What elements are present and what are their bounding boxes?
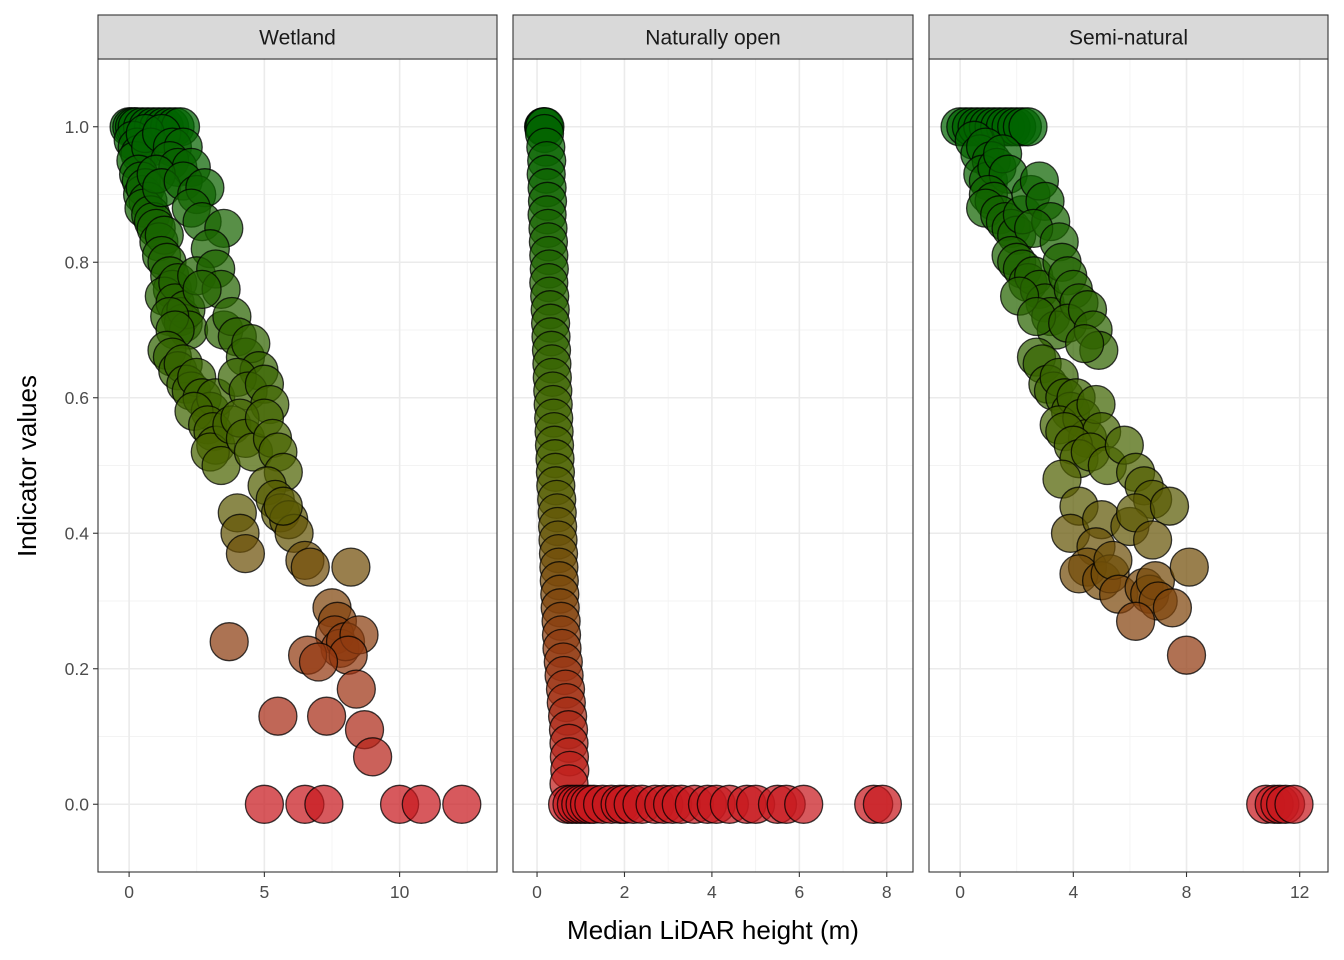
data-point — [1093, 540, 1133, 581]
data-point — [304, 784, 344, 824]
panel-naturally-open: Naturally open 0 2 4 6 8 — [512, 14, 914, 902]
data-point — [401, 784, 441, 824]
data-point — [1166, 635, 1207, 675]
data-point — [244, 784, 285, 824]
x-tick-label: 0 — [532, 882, 542, 902]
x-tick-label: 4 — [1068, 882, 1078, 902]
x-tick-label: 2 — [620, 882, 630, 902]
data-point — [336, 669, 376, 709]
data-point — [784, 784, 824, 824]
data-point — [1149, 486, 1190, 526]
y-tick-label: 0.4 — [65, 523, 90, 543]
x-axis-title: Median LiDAR height (m) — [567, 915, 859, 945]
y-tick-label: 0.2 — [65, 659, 89, 679]
facet-label: Wetland — [259, 27, 336, 50]
y-axis: 0.0 0.2 0.4 0.6 0.8 1.0 — [65, 117, 98, 814]
data-point — [1274, 784, 1314, 824]
x-tick-label: 8 — [882, 882, 892, 902]
data-point — [263, 486, 303, 526]
x-tick-label: 4 — [707, 882, 717, 902]
data-point — [182, 269, 222, 310]
x-tick-label: 0 — [124, 882, 134, 902]
data-point — [331, 547, 371, 587]
panel-semi-natural: Semi-natural 0 4 8 12 — [928, 14, 1329, 902]
points — [940, 107, 1314, 824]
data-point — [352, 737, 393, 777]
data-point — [298, 642, 339, 682]
facet-label: Naturally open — [645, 27, 780, 50]
data-point — [1132, 520, 1173, 560]
data-point — [442, 784, 482, 824]
y-tick-label: 0.8 — [65, 252, 89, 272]
x-tick-label: 0 — [955, 882, 965, 902]
data-point — [1169, 547, 1209, 587]
data-point — [1008, 107, 1048, 147]
data-point — [225, 533, 266, 574]
y-tick-label: 0.0 — [65, 794, 90, 814]
facet-strip — [928, 14, 1329, 60]
data-point — [1115, 601, 1156, 641]
x-tick-label: 6 — [794, 882, 804, 902]
x-tick-label: 10 — [390, 882, 410, 902]
data-point — [1152, 588, 1193, 628]
data-point — [290, 547, 330, 587]
data-point — [306, 696, 347, 736]
x-tick-label: 8 — [1182, 882, 1192, 902]
y-tick-label: 0.6 — [65, 388, 89, 408]
x-tick-label: 5 — [259, 882, 269, 902]
points — [109, 107, 482, 824]
y-tick-label: 1.0 — [65, 117, 90, 137]
points — [523, 107, 903, 824]
facet-strip — [97, 14, 498, 60]
data-point — [258, 696, 298, 736]
data-point — [862, 784, 903, 824]
x-tick-label: 12 — [1290, 882, 1309, 902]
facet-label: Semi-natural — [1069, 27, 1188, 50]
data-point — [209, 622, 249, 662]
data-point — [1064, 323, 1105, 364]
panel-wetland: Wetland 0 5 10 — [97, 14, 498, 902]
facet-strip — [512, 14, 914, 60]
y-axis-title: Indicator values — [12, 375, 42, 557]
